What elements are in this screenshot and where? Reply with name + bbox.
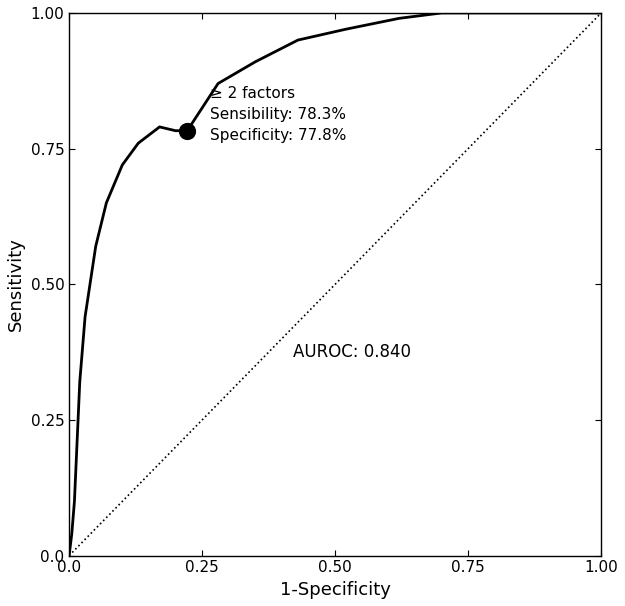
X-axis label: 1-Specificity: 1-Specificity — [280, 581, 391, 599]
Text: AUROC: 0.840: AUROC: 0.840 — [292, 343, 411, 361]
Text: ≥ 2 factors
Sensibility: 78.3%
Specificity: 77.8%: ≥ 2 factors Sensibility: 78.3% Specifici… — [210, 86, 346, 143]
Point — [182, 126, 192, 136]
Y-axis label: Sensitivity: Sensitivity — [7, 238, 25, 331]
